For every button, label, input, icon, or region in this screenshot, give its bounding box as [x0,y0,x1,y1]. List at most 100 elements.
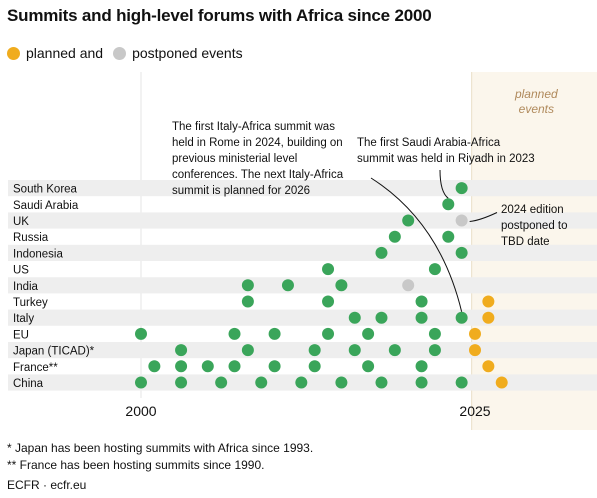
footnote-france: ** France has been hosting summits since… [7,458,265,472]
event-dot-held [455,311,468,324]
event-dot-held [268,360,281,373]
event-dot-held [375,246,388,259]
event-dot-held [442,230,455,243]
x-tick-label: 2025 [459,403,490,419]
row-band [8,212,597,229]
row-label: France** [13,362,58,374]
row-label: China [13,378,44,390]
event-dot-held [308,360,321,373]
event-dot-held [308,344,321,357]
event-dot-held [402,214,415,227]
event-dot-held [455,376,468,389]
chart-title: Summits and high-level forums with Afric… [7,6,432,25]
event-dot-planned [495,376,508,389]
event-dot-held [135,327,147,340]
event-dot-held [348,344,361,357]
annotation-uk-text: postponed to [501,220,568,232]
event-dot-held [455,246,468,259]
event-dot-held [415,295,428,308]
row-label: US [13,265,29,277]
event-dot-planned [482,360,495,373]
row-band [8,277,597,294]
event-dot-held [428,327,441,340]
event-dot-held [348,311,361,324]
row-label: Turkey [13,297,48,309]
event-dot-held [201,360,214,373]
event-dot-held [428,344,441,357]
event-dot-held [281,279,294,292]
annotation-italy-text: held in Rome in 2024, building on [172,137,343,149]
event-dot-planned [469,344,481,357]
row-band [8,342,597,359]
legend: planned and postponed events [7,45,253,61]
event-dot-held [428,263,441,276]
annotation-italy-text: The first Italy-Africa summit was [172,121,335,133]
event-dot-held [388,344,401,357]
legend-planned-swatch [7,46,20,60]
row-label: EU [13,329,29,341]
event-dot-held [322,263,335,276]
row-label: Indonesia [13,248,63,260]
event-dot-held [415,360,428,373]
row-band [8,244,597,261]
event-dot-held [228,360,241,373]
event-dot-planned [469,327,481,340]
legend-planned-label: planned and [26,45,104,61]
event-dot-postponed [402,279,415,292]
event-dot-held [175,376,188,389]
planned-region-label: planned [514,87,558,101]
event-dot-held [335,376,348,389]
event-dot-held [415,311,428,324]
event-dot-held [322,327,335,340]
planned-region-label: events [519,102,554,116]
event-dot-held [375,311,388,324]
source-credit: ECFR · ecfr.eu [7,478,87,492]
event-dot-held [268,327,281,340]
row-label: Italy [13,313,34,325]
event-dot-held [175,360,188,373]
event-dot-held [175,344,188,357]
annotation-italy-text: conferences. The next Italy-Africa [172,169,344,181]
event-dot-postponed [455,214,468,227]
row-label: South Korea [13,184,78,196]
event-dot-held [215,376,228,389]
event-dot-held [241,279,254,292]
annotation-saudi-text: summit was held in Riyadh in 2023 [357,153,535,165]
event-dot-planned [482,295,495,308]
row-label: Japan (TICAD)* [13,346,95,358]
x-tick-label: 2000 [125,403,156,419]
event-dot-planned [482,311,495,324]
annotation-uk-text: 2024 edition [501,204,564,216]
event-dot-held [415,376,428,389]
event-dot-held [388,230,401,243]
event-dot-held [255,376,268,389]
event-dot-held [322,295,335,308]
annotation-italy-text: previous ministerial level [172,153,297,165]
footnote-japan: * Japan has been hosting summits with Af… [7,441,314,455]
annotation-saudi-text: The first Saudi Arabia-Africa [357,137,501,149]
annotation-italy-text: summit is planned for 2026 [172,185,310,197]
row-label: Russia [13,232,49,244]
event-dot-held [241,344,254,357]
annotation-italy-leader [370,177,463,312]
legend-postponed-label: postponed events [132,45,243,61]
event-dot-held [241,295,254,308]
event-dot-held [148,360,161,373]
event-dot-held [135,376,147,389]
event-dot-held [295,376,308,389]
event-dot-held [375,376,388,389]
row-label: India [13,281,39,293]
legend-postponed-swatch [113,46,127,60]
row-label: UK [13,216,29,228]
event-dot-held [455,182,468,195]
row-band [8,180,597,197]
event-dot-held [442,198,455,211]
event-dot-held [228,327,241,340]
annotation-uk-leader [469,212,498,222]
row-band [8,309,597,326]
annotation-uk-text: TBD date [501,236,550,248]
event-dot-held [362,360,375,373]
event-dot-held [362,327,375,340]
